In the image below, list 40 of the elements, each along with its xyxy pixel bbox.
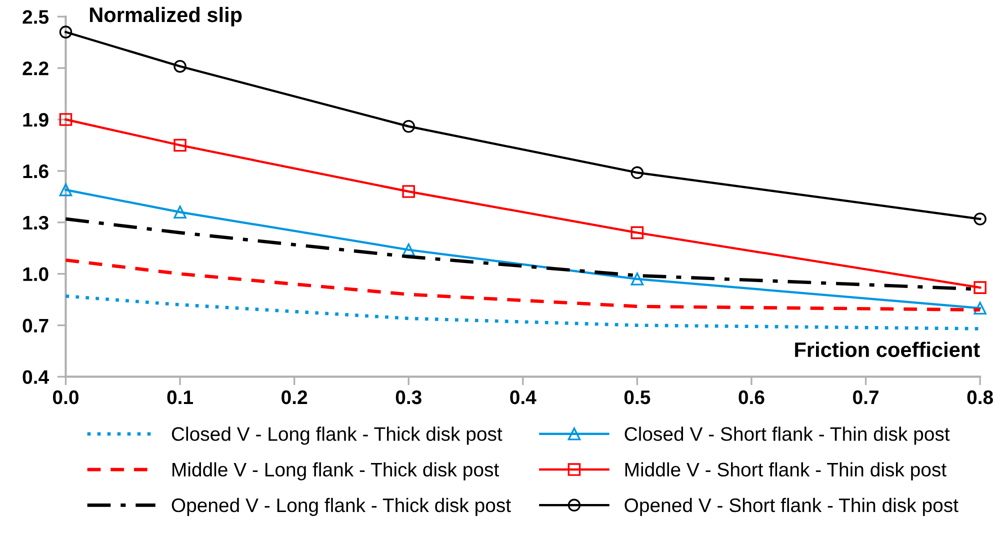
x-tick-label: 0.5	[624, 390, 650, 404]
y-tick-label: 0.4	[22, 370, 49, 384]
point	[402, 120, 415, 133]
legend-label: Closed V - Short flank - Thin disk post	[624, 426, 950, 445]
legend-label: Opened V - Long flank - Thick disk post	[172, 498, 511, 516]
x-tick-label: 0.8	[967, 390, 993, 404]
x-axis-title: Friction coefficient	[795, 342, 980, 358]
x-tick-label: 0.1	[167, 390, 193, 404]
legend-label: Opened V - Short flank - Thin disk post	[624, 498, 958, 516]
y-tick-label: 1.3	[23, 216, 48, 230]
point	[174, 138, 186, 152]
x-tick-label: 0.2	[282, 390, 308, 404]
legend-label: Middle V - Short flank - Thin disk post	[625, 462, 946, 480]
point	[402, 243, 415, 256]
point	[974, 281, 986, 294]
x-tick-label: 0.3	[396, 390, 422, 404]
y-tick-label: 0.7	[22, 318, 48, 333]
y-tick-label: 1.9	[23, 112, 48, 127]
point	[59, 113, 72, 126]
y-tick-label: 2.5	[22, 10, 49, 24]
y-tick-label: 1.0	[23, 267, 48, 282]
point	[630, 166, 644, 180]
x-tick-label: 0.4	[510, 390, 536, 404]
legend-label: Middle V - Long flank - Thick disk post	[172, 462, 499, 480]
x-tick-label: 0.6	[738, 390, 764, 404]
x-tick-label: 0.0	[52, 390, 78, 404]
point	[630, 226, 644, 240]
point	[59, 26, 72, 38]
point	[402, 185, 415, 198]
point	[974, 212, 986, 226]
point	[174, 60, 186, 73]
y-axis-title: Normalized slip	[90, 6, 242, 26]
legend-label: Closed V - Long flank - Thick disk post	[172, 426, 502, 445]
y-tick-label: 1.6	[23, 164, 48, 178]
y-tick-label: 2.2	[22, 62, 48, 76]
point	[974, 302, 986, 315]
point	[174, 206, 186, 218]
point	[59, 183, 72, 196]
point	[630, 272, 644, 286]
x-tick-label: 0.7	[853, 390, 878, 404]
